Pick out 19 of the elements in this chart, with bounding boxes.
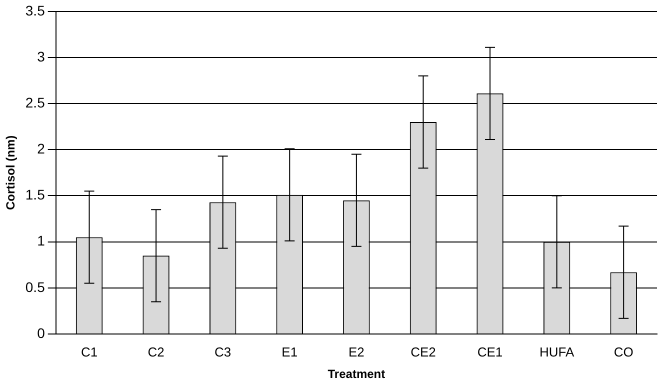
y-tick-label: 1 [37, 232, 46, 249]
y-tick-label: 3.5 [25, 2, 46, 18]
y-axis-title: Cortisol (nm) [4, 135, 18, 210]
y-tick-label: 0 [37, 324, 46, 341]
x-tick-label: CE2 [410, 344, 436, 360]
x-tick-label: C1 [80, 344, 98, 360]
y-tick-label: 1.5 [25, 186, 46, 203]
y-tick-label: 0.5 [25, 278, 46, 295]
x-tick-label: CO [614, 344, 634, 360]
y-tick-label: 2 [37, 140, 46, 157]
x-tick-label: C3 [214, 344, 232, 360]
x-tick-label: E2 [348, 344, 364, 360]
x-tick-label: HUFA [539, 344, 574, 360]
x-tick-label: E1 [282, 344, 298, 360]
x-tick-label: C2 [148, 344, 164, 360]
y-tick-label: 3 [37, 48, 46, 64]
y-tick-label: 2.5 [25, 94, 46, 110]
x-axis-title: Treatment [328, 367, 386, 382]
x-tick-label: CE1 [477, 344, 503, 360]
